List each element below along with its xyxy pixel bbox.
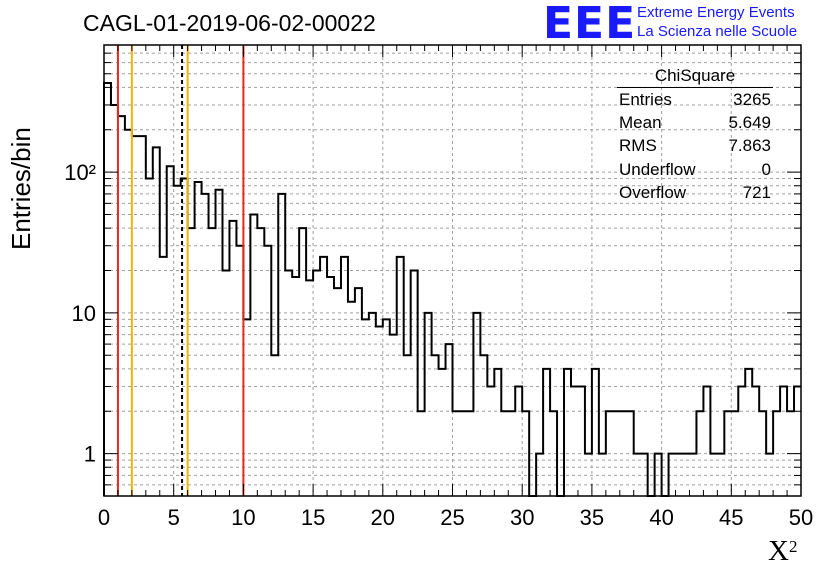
stats-title: ChiSquare	[617, 66, 773, 88]
stats-row-rms: RMS 7.863	[611, 134, 779, 157]
y-tick-label: 1	[84, 442, 96, 467]
y-axis-label-text: Entries/bin	[6, 127, 36, 250]
eee-logo: EEE	[543, 0, 637, 49]
y-tick-label: 10	[72, 301, 96, 326]
stats-row-overflow: Overflow 721	[611, 181, 779, 204]
stats-row-mean: Mean 5.649	[611, 111, 779, 134]
x-tick-label: 20	[371, 505, 395, 530]
x-tick-label: 40	[649, 505, 673, 530]
eee-logo-text: Extreme Energy Events La Scienza nelle S…	[637, 3, 797, 41]
x-tick-label: 15	[301, 505, 325, 530]
stats-label: Overflow	[619, 182, 687, 202]
x-tick-label: 5	[168, 505, 180, 530]
stats-value: 5.649	[728, 113, 771, 133]
x-tick-label: 25	[440, 505, 464, 530]
stats-label: Underflow	[619, 159, 696, 179]
x-tick-label: 30	[510, 505, 534, 530]
stats-row-underflow: Underflow 0	[611, 158, 779, 181]
x-tick-label: 45	[719, 505, 743, 530]
stats-label: Entries	[619, 90, 672, 109]
logo-line-1: Extreme Energy Events	[637, 4, 795, 21]
stats-value: 3265	[733, 90, 771, 109]
x-axis-label-superscript: 2	[788, 537, 798, 556]
stats-label: RMS	[619, 136, 657, 156]
stats-box: ChiSquare Entries 3265 Mean 5.649 RMS 7.…	[611, 66, 779, 204]
y-tick-label: 10²	[64, 160, 96, 185]
chart-title: CAGL-01-2019-06-02-00022	[83, 10, 376, 36]
x-axis-label: X2	[768, 535, 797, 568]
x-tick-label: 10	[231, 505, 255, 530]
x-tick-label: 50	[789, 505, 813, 530]
stats-value: 7.863	[728, 136, 771, 156]
stats-value: 0	[761, 159, 771, 179]
stats-label: Mean	[619, 113, 662, 133]
x-tick-label: 0	[98, 505, 110, 530]
stats-row-entries: Entries 3265	[611, 88, 779, 111]
x-axis-label-text: X	[768, 535, 789, 567]
x-tick-label: 35	[580, 505, 604, 530]
stats-value: 721	[742, 182, 771, 202]
histogram-steps	[103, 81, 801, 497]
logo-line-2: La Scienza nelle Scuole	[637, 23, 798, 40]
y-axis-label: Entries/bin	[6, 127, 37, 250]
